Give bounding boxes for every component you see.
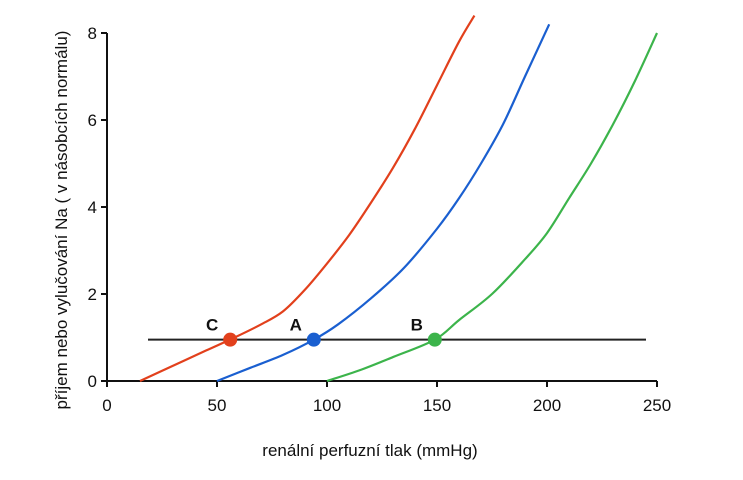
y-tick-label: 2 xyxy=(88,285,97,304)
x-tick-label: 150 xyxy=(423,396,451,415)
x-tick-label: 50 xyxy=(208,396,227,415)
axes xyxy=(101,32,658,387)
y-tick-label: 4 xyxy=(88,198,97,217)
equilibrium-point-c xyxy=(223,332,238,347)
series-line-1 xyxy=(139,15,476,382)
x-tick-label: 200 xyxy=(533,396,561,415)
point-label-a: A xyxy=(290,316,302,335)
series-line-2 xyxy=(216,23,551,383)
series-group xyxy=(139,15,658,383)
y-axis-title: příjem nebo vylučování Na ( v násobcích … xyxy=(52,31,71,410)
point-label-c: C xyxy=(206,316,218,335)
equilibrium-point-a xyxy=(306,332,321,347)
x-tick-label: 100 xyxy=(313,396,341,415)
y-tick-label: 8 xyxy=(88,24,97,43)
y-tick-label: 0 xyxy=(88,372,97,391)
equilibrium-point-b xyxy=(427,332,442,347)
series-line-3 xyxy=(326,32,658,383)
point-label-b: B xyxy=(411,316,423,335)
y-tick-label: 6 xyxy=(88,111,97,130)
x-tick-label: 250 xyxy=(643,396,671,415)
tick-labels: 0 50 100 150 200 250 0 2 4 6 8 xyxy=(88,24,672,415)
x-tick-label: 0 xyxy=(102,396,111,415)
x-axis-title: renální perfuzní tlak (mmHg) xyxy=(262,441,477,460)
